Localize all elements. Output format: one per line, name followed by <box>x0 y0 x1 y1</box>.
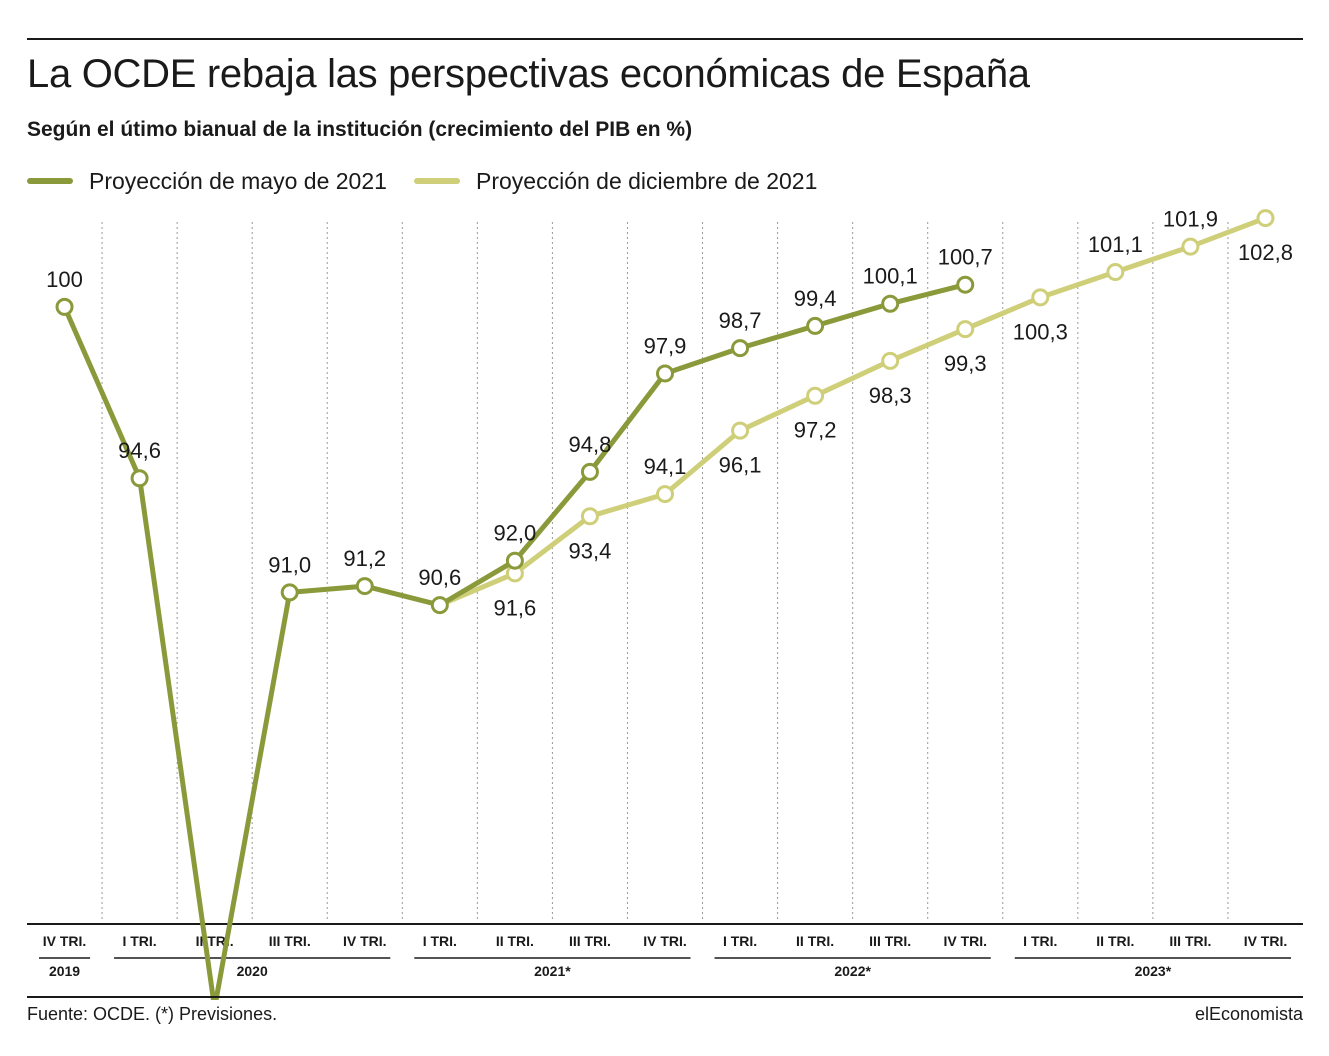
data-point-may <box>731 339 750 358</box>
data-point-may <box>881 294 900 313</box>
data-point-dec <box>1181 237 1200 256</box>
x-tick-label: IV TRI. <box>643 933 687 949</box>
bottom-rule <box>27 996 1303 998</box>
series-line-dec <box>437 215 1268 608</box>
data-point-dec <box>806 386 825 405</box>
x-tick-label: IV TRI. <box>1244 933 1288 949</box>
x-tick-label: III TRI. <box>269 933 311 949</box>
data-label: 97,9 <box>644 334 687 359</box>
x-tick-label: II TRI. <box>496 933 534 949</box>
data-point-may <box>55 297 74 316</box>
data-label: 91,0 <box>268 552 311 577</box>
data-point-dec <box>580 507 599 526</box>
x-tick-label: I TRI. <box>122 933 156 949</box>
x-tick-label: II TRI. <box>1096 933 1134 949</box>
source-note: Fuente: OCDE. (*) Previsiones. <box>27 1004 278 1024</box>
data-label: 100,7 <box>938 245 993 270</box>
year-label: 2022* <box>834 963 871 979</box>
chart-title: La OCDE rebaja las perspectivas económic… <box>27 52 1030 96</box>
data-point-may <box>505 551 524 570</box>
data-point-may <box>656 364 674 383</box>
x-tick-label: III TRI. <box>869 933 911 949</box>
top-rule <box>27 38 1303 40</box>
legend-swatch-may <box>27 178 73 184</box>
data-label: 97,2 <box>794 418 837 443</box>
data-point-dec <box>656 485 674 504</box>
x-tick-label: II TRI. <box>796 933 834 949</box>
data-label: 94,8 <box>569 432 612 457</box>
data-point-dec <box>956 320 975 339</box>
data-point-may <box>430 596 449 615</box>
data-point-may <box>130 469 149 488</box>
x-tick-label: IV TRI. <box>343 933 387 949</box>
data-label: 94,6 <box>118 438 161 463</box>
data-point-dec <box>1031 288 1050 307</box>
brand-name: elEconomista <box>1194 1004 1303 1024</box>
year-layer: 2019 2020 2021* 2022* 2023* <box>39 957 1291 979</box>
data-label: 100 <box>46 267 83 292</box>
data-label: 99,3 <box>944 351 987 376</box>
x-tick-label: IV TRI. <box>43 933 87 949</box>
x-tick-label: III TRI. <box>569 933 611 949</box>
x-tick-label: IV TRI. <box>943 933 987 949</box>
year-label: 2023* <box>1135 963 1172 979</box>
data-label: 101,9 <box>1163 207 1218 232</box>
data-point-dec <box>731 421 750 440</box>
data-label: 93,4 <box>569 538 612 563</box>
data-label: 90,6 <box>418 565 461 590</box>
chart-subtitle: Según el útimo bianual de la institución… <box>27 118 693 141</box>
data-label: 99,4 <box>794 286 837 311</box>
data-label: 91,2 <box>343 546 386 571</box>
legend-item-dec: Proyección de diciembre de 2021 <box>414 166 817 196</box>
legend-label-may: Proyección de mayo de 2021 <box>89 167 387 194</box>
series-layer <box>55 209 1275 1000</box>
x-tick-label: III TRI. <box>1169 933 1211 949</box>
data-label: 102,8 <box>1238 240 1293 265</box>
data-label: 101,1 <box>1088 232 1143 257</box>
data-point-may <box>956 275 975 294</box>
data-label: 92,0 <box>493 521 536 546</box>
data-label: 98,7 <box>719 308 762 333</box>
legend-item-may: Proyección de mayo de 2021 <box>27 166 387 196</box>
data-label: 100,3 <box>1013 319 1068 344</box>
x-tick-label: I TRI. <box>423 933 457 949</box>
x-tick-label: I TRI. <box>1023 933 1057 949</box>
data-point-dec <box>881 351 900 370</box>
data-point-dec <box>1106 263 1125 281</box>
data-point-may <box>280 583 299 602</box>
year-label: 2020 <box>237 963 268 979</box>
data-label: 100,1 <box>863 264 918 289</box>
data-label: 96,1 <box>719 453 762 478</box>
series-line-may <box>62 282 968 1000</box>
data-label: 91,6 <box>493 595 536 620</box>
label-layer: 91,6 93,4 94,1 96,1 97,2 98,3 99,3 100,3 101,1 10… <box>46 207 1293 621</box>
grid-layer <box>101 222 1229 922</box>
legend-swatch-dec <box>414 178 460 184</box>
data-label: 94,1 <box>644 454 687 479</box>
line-chart: IV TRI. I TRI. II TRI. III TRI. IV TRI. I TRI… <box>27 207 1303 1000</box>
year-label: 2019 <box>49 963 80 979</box>
data-point-may <box>806 316 825 335</box>
legend-label-dec: Proyección de diciembre de 2021 <box>476 167 818 194</box>
data-point-dec <box>1256 209 1275 228</box>
year-label: 2021* <box>534 963 571 979</box>
data-label: 98,3 <box>869 383 912 408</box>
x-tick-label: I TRI. <box>723 933 757 949</box>
tick-layer: IV TRI. I TRI. II TRI. III TRI. IV TRI. I TRI… <box>43 933 1288 949</box>
data-point-may <box>580 462 599 481</box>
data-point-may <box>355 577 374 596</box>
